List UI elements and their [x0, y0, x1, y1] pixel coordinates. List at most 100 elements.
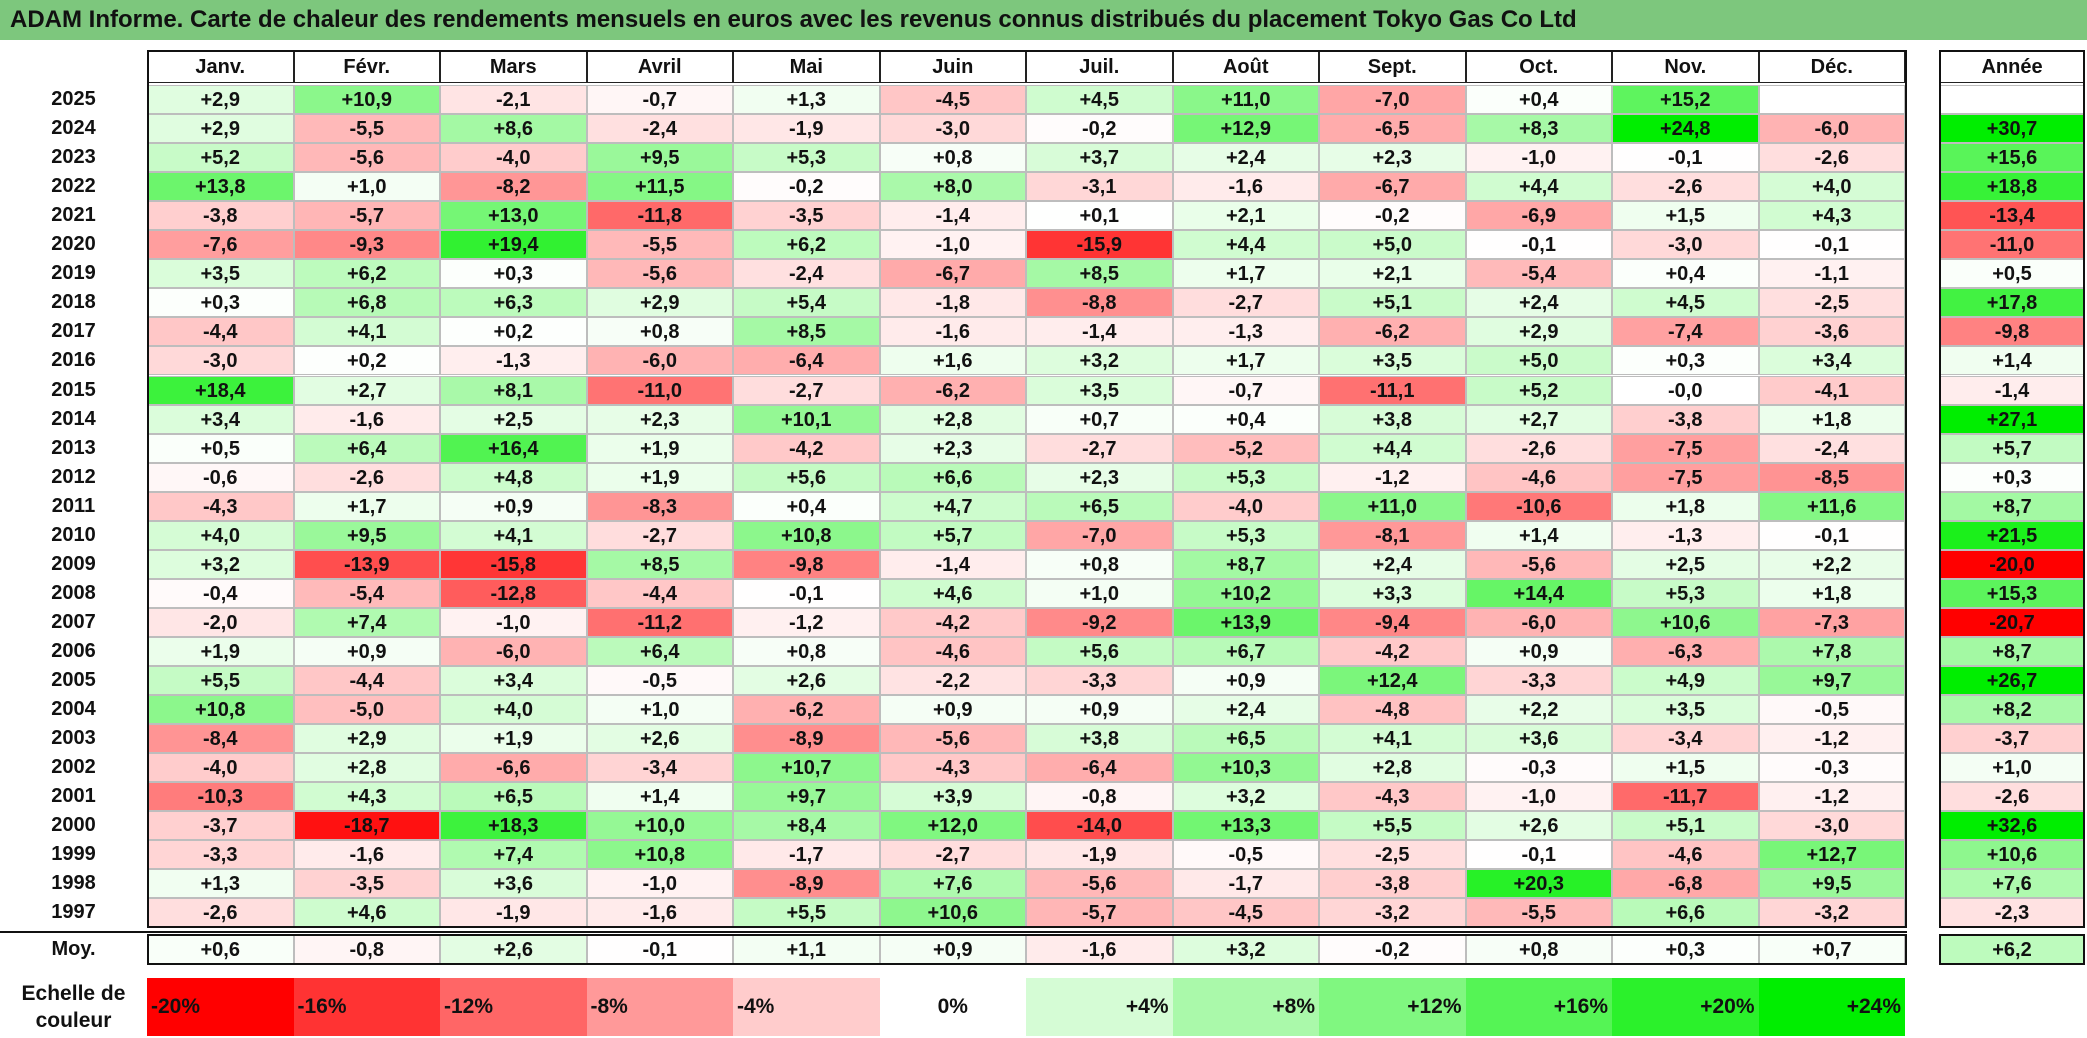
average-cell: +0,9 [879, 934, 1026, 965]
heatmap-cell: -1,2 [733, 607, 880, 637]
heatmap-cell: -2,0 [147, 607, 294, 637]
heatmap-cell: -5,6 [1465, 549, 1612, 579]
heatmap-cell: +2,8 [879, 404, 1026, 434]
heatmap-cell: -5,5 [293, 114, 440, 144]
heatmap-cell: +4,3 [293, 782, 440, 812]
heatmap-cell: +0,2 [293, 346, 440, 376]
heatmap-cell: +1,9 [586, 462, 733, 492]
heatmap-cell: -2,7 [733, 375, 880, 405]
heatmap-cell: +2,6 [586, 724, 733, 754]
heatmap-cell: +0,7 [1026, 404, 1173, 434]
heatmap-cell: -7,6 [147, 230, 294, 260]
heatmap-cell: +5,1 [1612, 811, 1759, 841]
annual-cell: +18,8 [1939, 172, 2085, 202]
heatmap-cell: +8,1 [440, 375, 587, 405]
heatmap-cell: -2,4 [586, 114, 733, 144]
heatmap-cell: +15,2 [1612, 85, 1759, 115]
row-year-label: 2017 [51, 320, 96, 343]
heatmap-cell: +8,5 [733, 317, 880, 347]
heatmap-cell: -4,4 [586, 578, 733, 608]
heatmap-cell: +5,5 [733, 898, 880, 928]
heatmap-cell: +4,6 [293, 898, 440, 928]
heatmap-cell: -0,5 [1172, 840, 1319, 870]
heatmap-cell: +4,3 [1758, 201, 1905, 231]
legend-swatch: 0% [879, 978, 1026, 1036]
heatmap-cell: -3,8 [1612, 404, 1759, 434]
heatmap-cell: -2,6 [293, 462, 440, 492]
heatmap-cell: +0,4 [1172, 404, 1319, 434]
row-year-label: 1997 [51, 901, 96, 924]
heatmap-cell: -3,0 [147, 346, 294, 376]
heatmap-cell: +1,0 [293, 172, 440, 202]
heatmap-cell: +0,4 [733, 491, 880, 521]
heatmap-cell: -6,4 [1026, 753, 1173, 783]
heatmap-cell: +8,5 [586, 549, 733, 579]
heatmap-cell: -8,2 [440, 172, 587, 202]
average-cell: +0,3 [1612, 934, 1759, 965]
heatmap-cell: -2,4 [733, 259, 880, 289]
heatmap-cell: -2,7 [1172, 288, 1319, 318]
heatmap-cell: +4,8 [440, 462, 587, 492]
heatmap-cell: -1,3 [1172, 317, 1319, 347]
heatmap-cell: -1,8 [879, 288, 1026, 318]
heatmap-cell: +12,0 [879, 811, 1026, 841]
heatmap-cell: -0,1 [1465, 230, 1612, 260]
heatmap-cell: -5,4 [1465, 259, 1612, 289]
heatmap-cell: +2,9 [1465, 317, 1612, 347]
heatmap-cell: -1,1 [1758, 259, 1905, 289]
heatmap-cell: +12,4 [1319, 666, 1466, 696]
row-year-label: 2007 [51, 610, 96, 633]
heatmap-cell: +5,0 [1319, 230, 1466, 260]
heatmap-cell: -3,5 [293, 869, 440, 899]
heatmap-cell: -3,3 [147, 840, 294, 870]
annual-cell: +1,0 [1939, 753, 2085, 783]
heatmap-cell: +4,7 [879, 491, 1026, 521]
heatmap-cell: +4,4 [1172, 230, 1319, 260]
heatmap-cell: -2,6 [1612, 172, 1759, 202]
month-header: Oct. [1465, 50, 1612, 83]
heatmap-cell: -11,0 [586, 375, 733, 405]
heatmap-cell: -6,0 [586, 346, 733, 376]
heatmap-cell: +1,8 [1758, 404, 1905, 434]
heatmap-cell: +5,5 [147, 666, 294, 696]
heatmap-cell: +5,1 [1319, 288, 1466, 318]
annual-cell: -20,0 [1939, 549, 2085, 579]
heatmap-cell: -5,4 [293, 578, 440, 608]
heatmap-cell: -15,8 [440, 549, 587, 579]
heatmap-cell: +3,5 [147, 259, 294, 289]
heatmap-cell: +1,4 [1465, 520, 1612, 550]
row-year-label: 2001 [51, 785, 96, 808]
heatmap-cell: +0,8 [879, 143, 1026, 173]
heatmap-cell: -4,8 [1319, 695, 1466, 725]
annual-cell: -9,8 [1939, 317, 2085, 347]
heatmap-cell: -1,0 [440, 607, 587, 637]
heatmap-cell: -7,0 [1319, 85, 1466, 115]
heatmap-cell: -4,2 [733, 433, 880, 463]
average-separator-line [0, 931, 1907, 933]
average-annual-cell: +6,2 [1939, 934, 2085, 965]
heatmap-cell: -5,2 [1172, 433, 1319, 463]
heatmap-cell: -9,4 [1319, 607, 1466, 637]
heatmap-cell: +2,6 [733, 666, 880, 696]
heatmap-cell: +2,5 [440, 404, 587, 434]
heatmap-cell: -3,2 [1319, 898, 1466, 928]
average-cell: +3,2 [1172, 934, 1319, 965]
heatmap-cell: -2,7 [586, 520, 733, 550]
heatmap-cell: +14,4 [1465, 578, 1612, 608]
row-year-label: 2005 [51, 669, 96, 691]
heatmap-cell: +9,5 [293, 520, 440, 550]
heatmap-cell: +5,7 [879, 520, 1026, 550]
heatmap-cell: +5,3 [1172, 520, 1319, 550]
heatmap-cell: -4,1 [1758, 375, 1905, 405]
heatmap-cell: -5,0 [293, 695, 440, 725]
heatmap-cell: +4,1 [440, 520, 587, 550]
heatmap-cell: +0,3 [440, 259, 587, 289]
heatmap-cell: +9,5 [1758, 869, 1905, 899]
heatmap-cell: +0,3 [1612, 346, 1759, 376]
heatmap-cell: +6,4 [293, 433, 440, 463]
month-header: Juil. [1026, 50, 1173, 83]
heatmap-cell: -1,0 [586, 869, 733, 899]
heatmap-cell: +1,8 [1612, 491, 1759, 521]
heatmap-cell: +6,3 [440, 288, 587, 318]
heatmap-cell: -13,9 [293, 549, 440, 579]
